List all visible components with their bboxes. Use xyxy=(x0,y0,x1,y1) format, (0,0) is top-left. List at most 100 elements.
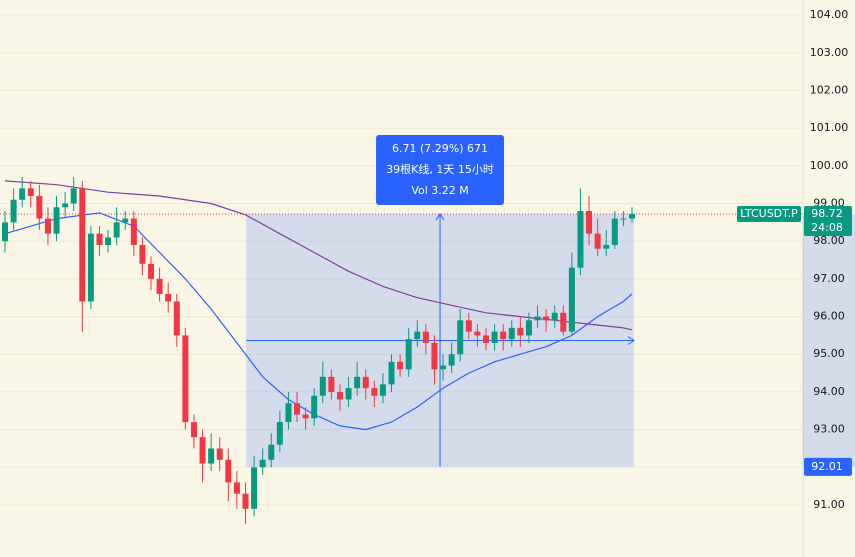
candle-body xyxy=(36,195,43,219)
candle-body xyxy=(113,222,120,238)
candle-body xyxy=(216,448,223,460)
y-tick-label: 98.00 xyxy=(813,234,845,247)
candle-body xyxy=(414,331,421,340)
candle-body xyxy=(302,414,309,419)
candle-body xyxy=(225,459,232,483)
y-tick-label: 101.00 xyxy=(810,121,849,134)
candle-body xyxy=(285,403,292,423)
candle-body xyxy=(534,316,541,321)
candle-body xyxy=(242,493,249,509)
candle-body xyxy=(543,316,550,321)
candle-body xyxy=(96,233,103,245)
candle-body xyxy=(379,384,386,396)
candle-body xyxy=(233,482,240,494)
candle-body xyxy=(354,376,361,389)
candle-body xyxy=(44,218,51,234)
candle-body xyxy=(586,211,593,234)
last-price-tag xyxy=(804,206,852,237)
countdown-label: 24:08 xyxy=(811,221,843,234)
measure-tooltip xyxy=(376,135,505,205)
candle-body xyxy=(345,388,352,400)
candle-body xyxy=(336,391,343,400)
candle-body xyxy=(139,244,146,264)
candle-body xyxy=(208,448,215,464)
candle-body xyxy=(500,331,507,340)
candle-body xyxy=(629,214,635,219)
candle-body xyxy=(620,218,627,220)
measure-tooltip-text: Vol 3.22 M xyxy=(411,184,468,197)
symbol-label: LTCUSDT.P xyxy=(740,207,798,220)
y-tick-label: 94.00 xyxy=(813,385,845,398)
candle-body xyxy=(440,365,447,370)
ma-line xyxy=(4,212,633,431)
candle-body xyxy=(491,331,498,343)
y-tick-label: 102.00 xyxy=(810,83,849,96)
symbol-tag xyxy=(737,206,801,223)
candle-body xyxy=(311,395,318,419)
candle-body xyxy=(268,444,275,460)
candle-body xyxy=(10,199,17,223)
y-tick-label: 93.00 xyxy=(813,423,845,436)
candle-body xyxy=(551,312,558,321)
candle-body xyxy=(431,342,438,370)
candle-body xyxy=(19,188,26,200)
candle-body xyxy=(448,354,455,366)
candle-body xyxy=(199,437,206,464)
candle-body xyxy=(508,327,515,340)
y-tick-label: 103.00 xyxy=(810,46,849,59)
candle-body xyxy=(79,188,86,302)
candle-body xyxy=(371,388,378,396)
candle-body xyxy=(173,301,180,336)
candle-body xyxy=(362,376,369,389)
candle-body xyxy=(165,293,172,302)
candle-body xyxy=(182,335,189,423)
measure-low-label: 92.01 xyxy=(811,460,843,473)
measure-v-arrow xyxy=(435,213,445,221)
candle-body xyxy=(105,237,112,245)
candle-body xyxy=(62,203,69,208)
candle-body xyxy=(397,361,404,370)
candle-body xyxy=(156,278,163,294)
candle-body xyxy=(87,233,94,302)
candle-body xyxy=(603,244,610,249)
y-tick-label: 91.00 xyxy=(813,498,845,511)
candle-body xyxy=(190,422,197,438)
candle-body xyxy=(568,267,575,332)
y-tick-label: 104.00 xyxy=(810,8,849,21)
candle-body xyxy=(53,207,60,234)
candle-body xyxy=(482,335,489,343)
y-tick-label: 95.00 xyxy=(813,347,845,360)
last-price-label: 98.72 xyxy=(811,207,843,220)
candle-body xyxy=(2,222,8,242)
candle-body xyxy=(122,218,129,223)
measure-tooltip-text: 39根K线, 1天 15小时 xyxy=(386,162,494,176)
candle-body xyxy=(457,320,464,355)
candle-body xyxy=(259,459,266,468)
measure-h-arrow xyxy=(627,336,635,345)
candle-body xyxy=(148,263,155,279)
candle-body xyxy=(465,320,472,332)
measure-tooltip-text: 6.71 (7.29%) 671 xyxy=(392,142,488,155)
axis-highlight xyxy=(803,214,855,467)
candle-body xyxy=(319,376,326,396)
candle-body xyxy=(388,361,395,385)
candle-body xyxy=(294,403,301,415)
y-tick-label: 97.00 xyxy=(813,272,845,285)
candle-body xyxy=(594,233,601,249)
candle-body xyxy=(70,188,77,204)
candle-body xyxy=(577,211,584,268)
candle-body xyxy=(560,312,567,332)
y-tick-label: 100.00 xyxy=(810,159,849,172)
candle-body xyxy=(276,422,283,445)
candle-body xyxy=(27,188,34,196)
measure-low-tag xyxy=(804,457,852,476)
candle-body xyxy=(405,339,412,370)
candle-body xyxy=(474,331,481,336)
candle-body xyxy=(251,467,258,509)
candle-body xyxy=(611,218,618,245)
candle-body xyxy=(422,331,429,343)
candle-body xyxy=(525,320,532,336)
candle-body xyxy=(328,376,335,392)
candle-body xyxy=(517,327,524,336)
